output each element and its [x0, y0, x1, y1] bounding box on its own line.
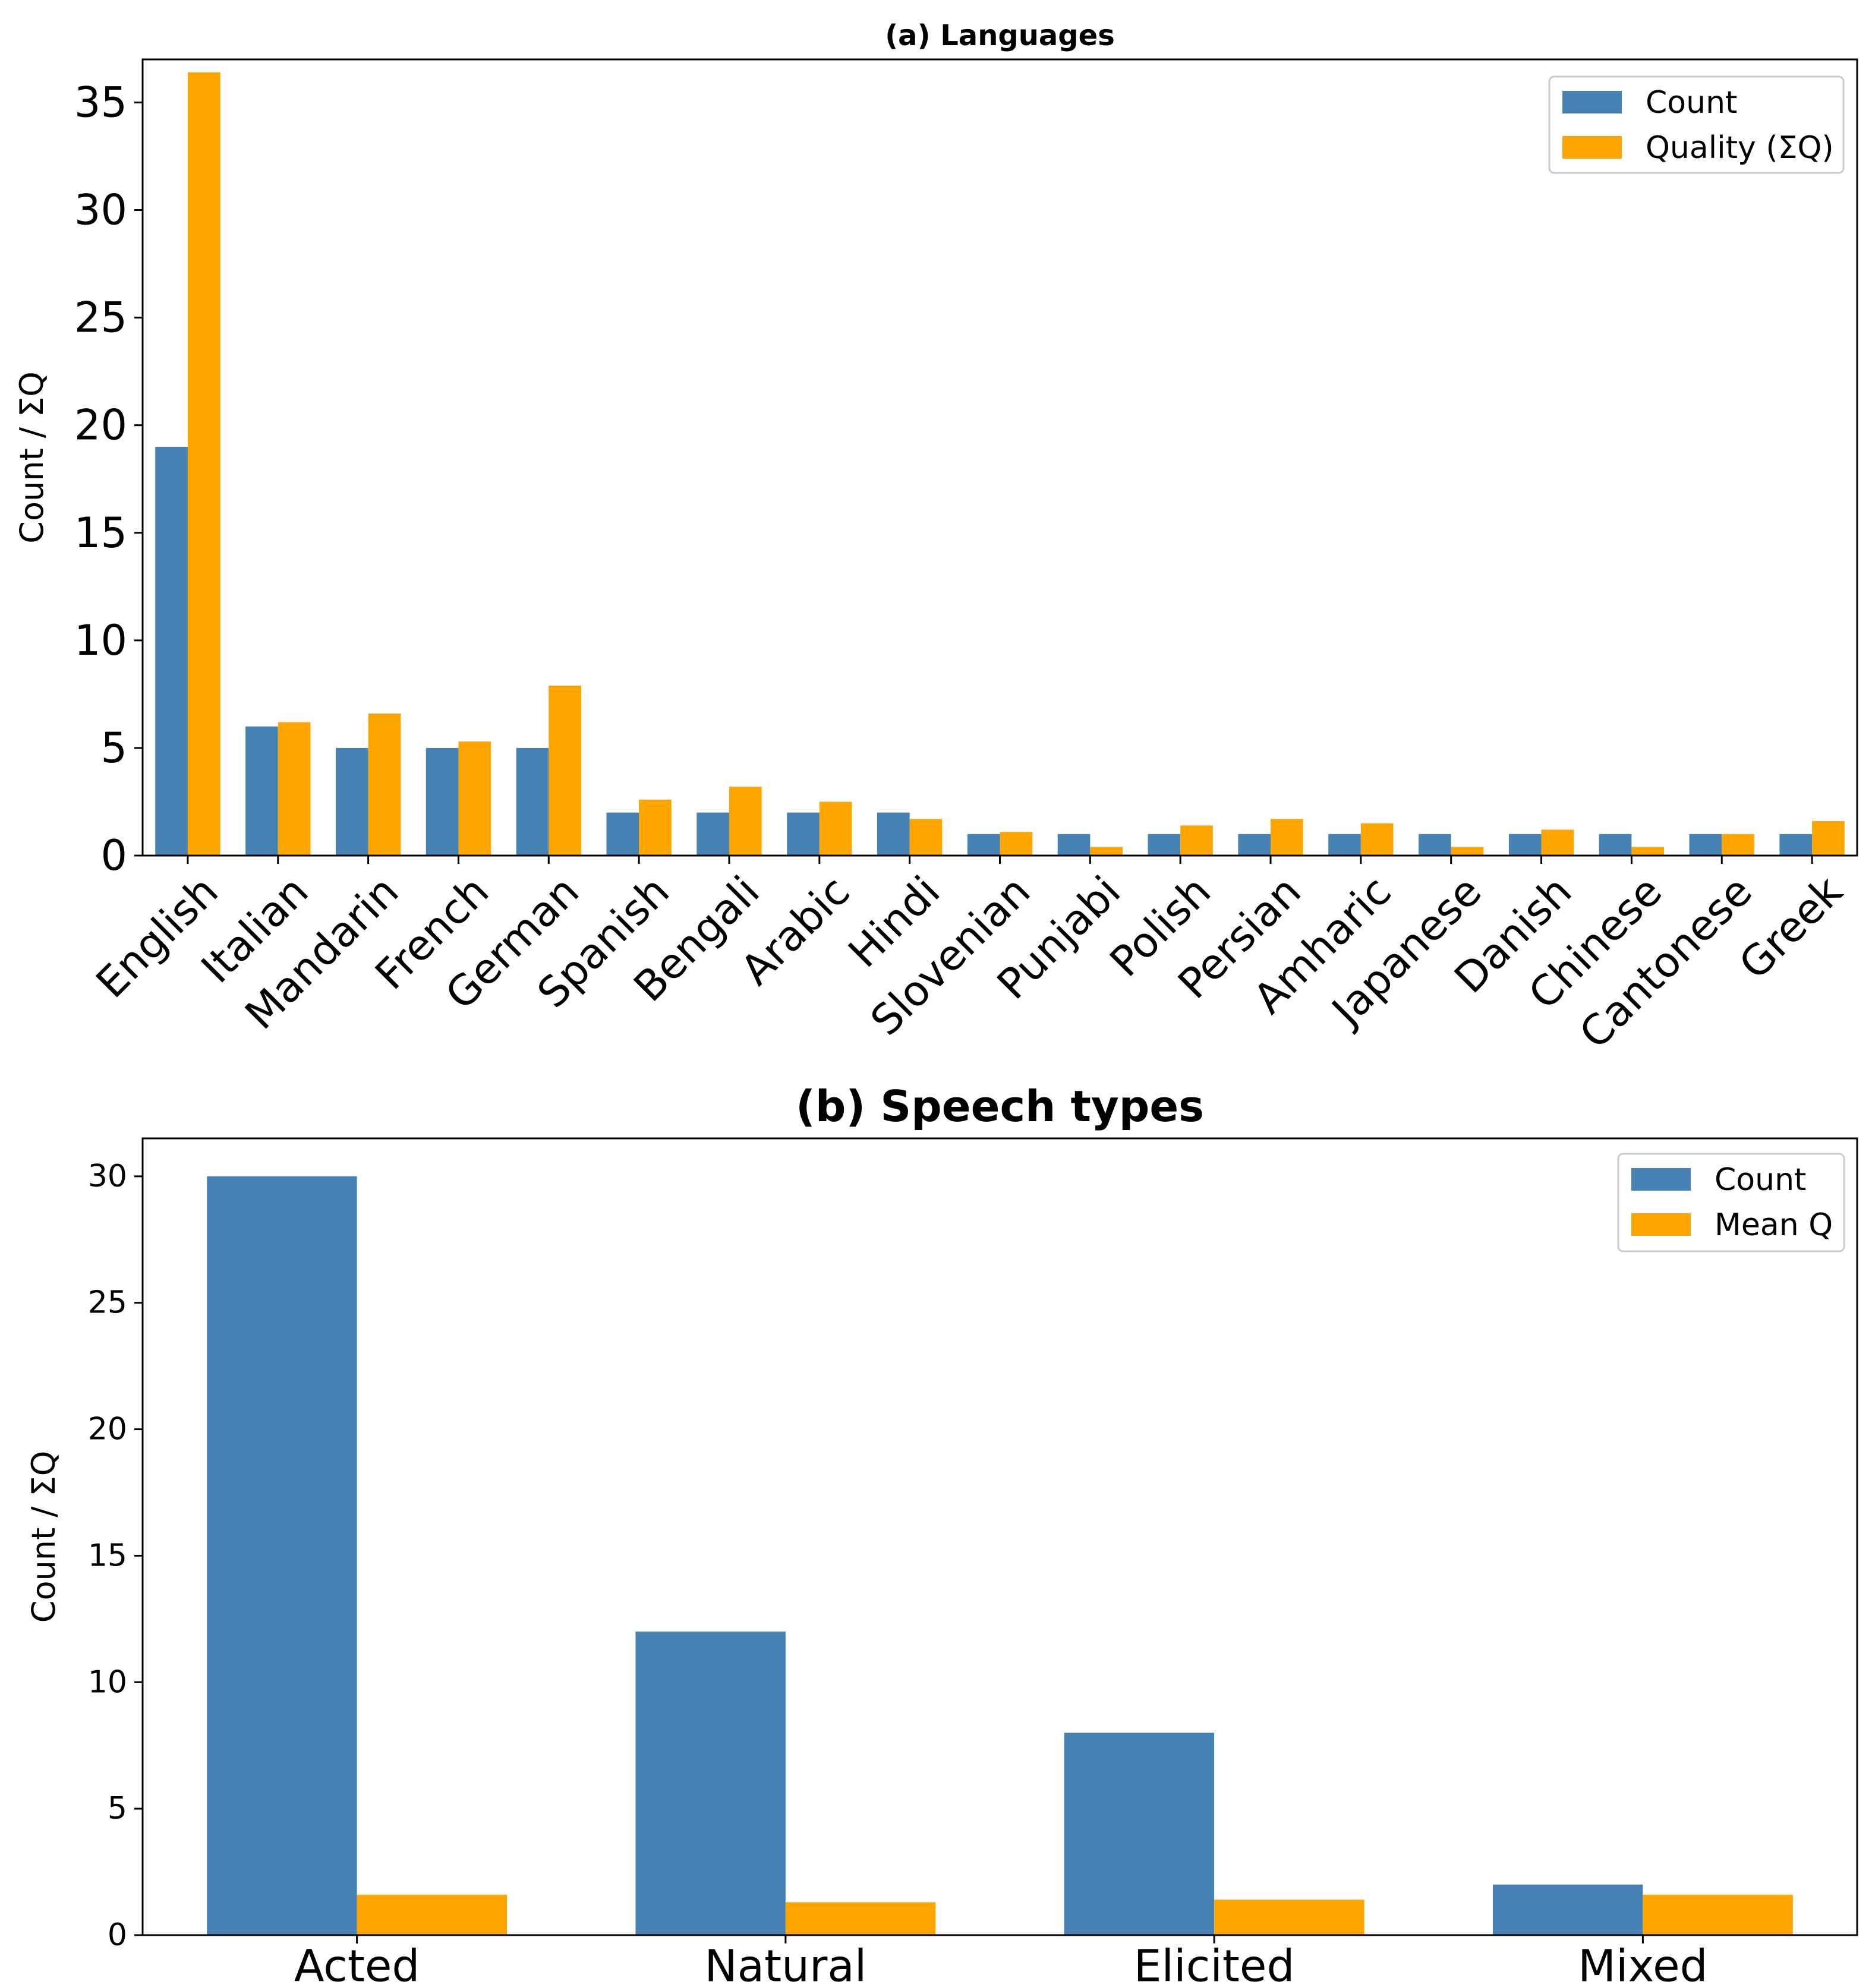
bar-count-arabic: [787, 812, 820, 856]
y-tick-label: 20: [88, 1412, 127, 1447]
y-tick-label: 15: [88, 1538, 127, 1573]
x-tick-label: Elicited: [1134, 1940, 1295, 1988]
bar-quality-italian: [278, 722, 311, 856]
x-tick-label: Natural: [704, 1940, 866, 1988]
legend-swatch-quality: [1631, 1213, 1691, 1236]
bar-count-amharic: [1328, 834, 1361, 856]
legend: Count Quality (ΣQ): [1548, 75, 1845, 174]
legend-label: Quality (ΣQ): [1646, 130, 1834, 166]
bar-count-punjabi: [1057, 834, 1091, 856]
bar-quality-english: [187, 72, 220, 856]
bar-quality-arabic: [819, 801, 852, 856]
bar-count-greek: [1779, 834, 1813, 856]
bar-count-french: [426, 747, 459, 856]
legend-label: Mean Q: [1715, 1207, 1833, 1243]
y-tick-label: 0: [100, 831, 127, 880]
bar-quality-persian: [1271, 819, 1303, 856]
bar-quality-mandarin: [368, 713, 401, 856]
plot-frame: [141, 1137, 1858, 1936]
bar-quality-danish: [1541, 829, 1574, 856]
legend-box: [1548, 75, 1845, 174]
bar-count-slovenian: [967, 834, 1000, 856]
bar-count-english: [155, 446, 188, 856]
y-tick-label: 15: [74, 509, 127, 557]
y-tick-label: 25: [88, 1285, 127, 1321]
bar-count-hindi: [877, 812, 910, 856]
legend-label: Count: [1646, 85, 1737, 121]
y-tick-label: 25: [74, 294, 127, 342]
legend-swatch-count: [1631, 1168, 1691, 1191]
bar-quality-japanese: [1451, 847, 1484, 856]
y-tick-label: 30: [88, 1159, 127, 1194]
bar-count-italian: [245, 726, 278, 856]
bar-quality-acted: [357, 1894, 508, 1935]
bar-count-mandarin: [335, 747, 368, 856]
bar-quality-natural: [785, 1902, 936, 1935]
bar-count-chinese: [1599, 834, 1632, 856]
y-tick-label: 5: [100, 724, 127, 772]
y-axis-label: Count / ΣQ: [13, 371, 51, 544]
y-tick-label: 10: [74, 616, 127, 665]
bar-count-bengali: [697, 812, 729, 856]
bar-quality-hindi: [909, 819, 943, 856]
x-tick-label: Acted: [294, 1940, 420, 1988]
chart-title: (b) Speech types: [796, 1081, 1204, 1131]
bar-quality-bengali: [729, 787, 762, 856]
y-axis-label: Count / ΣQ: [25, 1451, 62, 1623]
legend: Count Mean Q: [1617, 1153, 1845, 1252]
bar-count-elicited: [1064, 1733, 1215, 1935]
bar-count-mixed: [1492, 1884, 1643, 1935]
bar-count-acted: [207, 1176, 357, 1935]
y-tick-label: 0: [108, 1917, 127, 1953]
bar-count-polish: [1148, 834, 1181, 856]
bar-quality-chinese: [1631, 847, 1665, 856]
legend-swatch-quality: [1562, 136, 1622, 159]
bar-quality-amharic: [1360, 823, 1394, 856]
bar-count-spanish: [606, 812, 639, 856]
bar-count-cantonese: [1689, 834, 1722, 856]
bar-count-japanese: [1419, 834, 1451, 856]
chart-title: (a) Languages: [885, 19, 1115, 52]
bar-count-persian: [1238, 834, 1271, 856]
bar-quality-french: [458, 741, 491, 856]
y-tick-label: 10: [88, 1664, 127, 1700]
bar-quality-elicited: [1214, 1899, 1364, 1935]
y-tick-label: 30: [74, 186, 127, 235]
bar-quality-spanish: [639, 799, 672, 856]
bar-quality-slovenian: [1000, 832, 1033, 856]
bar-quality-greek: [1812, 821, 1845, 856]
x-tick-label: Mixed: [1578, 1940, 1707, 1988]
bar-quality-german: [549, 685, 581, 856]
y-tick-label: 20: [74, 401, 127, 450]
bar-quality-polish: [1180, 825, 1213, 856]
y-tick-label: 5: [108, 1791, 127, 1826]
y-tick-label: 35: [74, 78, 127, 127]
legend-label: Count: [1715, 1162, 1806, 1198]
bar-count-danish: [1508, 834, 1542, 856]
bar-quality-mixed: [1643, 1894, 1793, 1935]
legend-swatch-count: [1562, 91, 1622, 113]
bar-count-natural: [635, 1632, 786, 1935]
bar-quality-cantonese: [1722, 834, 1754, 856]
bar-count-german: [516, 747, 549, 856]
speech-types-chart: (b) Speech types Count / ΣQ 0 5 10 15 20 25 30 Ac…: [25, 1081, 1858, 1988]
bar-quality-punjabi: [1090, 847, 1123, 856]
